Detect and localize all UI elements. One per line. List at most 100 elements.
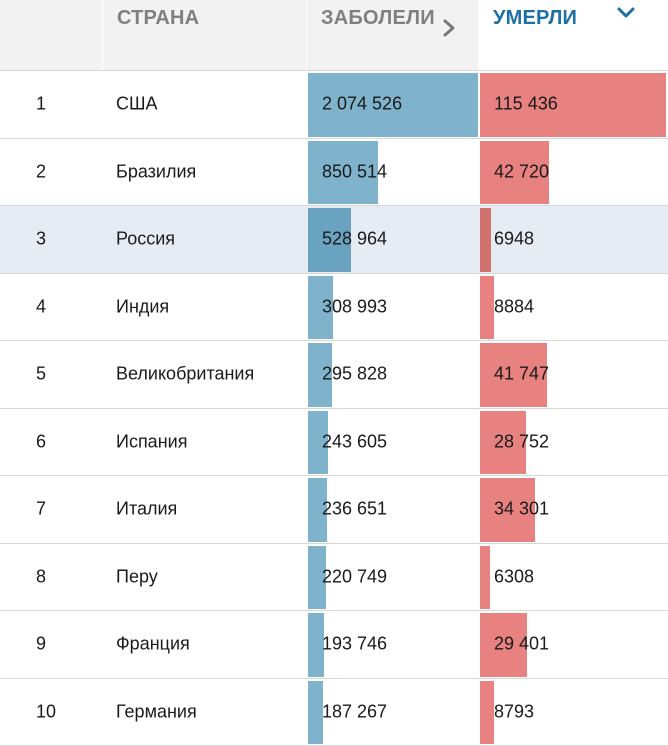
deaths-bar [480,276,494,340]
country-name: США [116,94,158,115]
rank-value: 10 [36,701,56,722]
country-cell: США [102,71,306,138]
table-row[interactable]: 3 Россия 528 964 6948 [0,206,668,274]
table-row[interactable]: 1 США 2 074 526 115 436 [0,71,668,139]
rank-value: 9 [36,634,46,655]
deaths-value: 6948 [494,229,534,250]
country-cell: Германия [102,679,306,746]
cases-cell: 850 514 [306,139,478,206]
rank-cell: 4 [0,274,102,341]
country-name: Испания [116,431,187,452]
deaths-bar [480,546,490,610]
country-cell: Перу [102,544,306,611]
header-rank [0,0,102,70]
header-country[interactable]: СТРАНА [102,0,306,70]
header-country-label: СТРАНА [117,4,199,32]
country-name: Франция [116,634,190,655]
country-cell: Бразилия [102,139,306,206]
country-name: Россия [116,229,175,250]
deaths-cell: 6308 [478,544,668,611]
chevron-right-icon[interactable] [442,18,456,38]
rank-cell: 8 [0,544,102,611]
header-deaths[interactable]: УМЕРЛИ [478,0,668,70]
cases-cell: 308 993 [306,274,478,341]
deaths-value: 8884 [494,296,534,317]
deaths-cell: 34 301 [478,476,668,543]
rank-value: 2 [36,161,46,182]
cases-value: 2 074 526 [322,94,402,115]
rank-value: 5 [36,364,46,385]
deaths-value: 42 720 [494,161,549,182]
cases-bar [308,681,323,745]
rank-value: 3 [36,229,46,250]
table-row[interactable]: 4 Индия 308 993 8884 [0,274,668,342]
deaths-cell: 115 436 [478,71,668,138]
deaths-cell: 29 401 [478,611,668,678]
country-name: Перу [116,566,158,587]
rank-cell: 9 [0,611,102,678]
table-row[interactable]: 5 Великобритания 295 828 41 747 [0,341,668,409]
country-cell: Франция [102,611,306,678]
deaths-value: 28 752 [494,431,549,452]
deaths-cell: 6948 [478,206,668,273]
rank-value: 8 [36,566,46,587]
chevron-down-icon[interactable] [617,6,635,20]
rank-cell: 3 [0,206,102,273]
rank-cell: 6 [0,409,102,476]
table-row[interactable]: 6 Испания 243 605 28 752 [0,409,668,477]
deaths-bar [480,208,491,272]
cases-value: 308 993 [322,296,387,317]
cases-cell: 2 074 526 [306,71,478,138]
header-cases[interactable]: ЗАБОЛЕЛИ [306,0,478,70]
cases-cell: 243 605 [306,409,478,476]
table-row[interactable]: 8 Перу 220 749 6308 [0,544,668,612]
rank-cell: 10 [0,679,102,746]
header-cases-label: ЗАБОЛЕЛИ [321,4,439,32]
table-row[interactable]: 10 Германия 187 267 8793 [0,679,668,746]
cases-cell: 295 828 [306,341,478,408]
deaths-value: 41 747 [494,364,549,385]
table-row[interactable]: 2 Бразилия 850 514 42 720 [0,139,668,207]
country-name: Великобритания [116,364,254,385]
cases-value: 187 267 [322,701,387,722]
cases-cell: 193 746 [306,611,478,678]
country-cell: Испания [102,409,306,476]
table-header: СТРАНА ЗАБОЛЕЛИ УМЕРЛИ [0,0,668,71]
cases-value: 243 605 [322,431,387,452]
deaths-value: 29 401 [494,634,549,655]
deaths-value: 34 301 [494,499,549,520]
deaths-value: 8793 [494,701,534,722]
cases-cell: 528 964 [306,206,478,273]
deaths-cell: 8793 [478,679,668,746]
table-row[interactable]: 9 Франция 193 746 29 401 [0,611,668,679]
cases-cell: 220 749 [306,544,478,611]
deaths-cell: 41 747 [478,341,668,408]
header-deaths-label: УМЕРЛИ [493,4,577,32]
cases-value: 220 749 [322,566,387,587]
country-cell: Индия [102,274,306,341]
country-name: Италия [116,499,177,520]
country-name: Индия [116,296,169,317]
cases-value: 295 828 [322,364,387,385]
rank-value: 6 [36,431,46,452]
deaths-cell: 28 752 [478,409,668,476]
rank-cell: 7 [0,476,102,543]
rank-cell: 1 [0,71,102,138]
country-name: Германия [116,701,197,722]
country-cell: Великобритания [102,341,306,408]
country-cell: Россия [102,206,306,273]
country-name: Бразилия [116,161,196,182]
cases-value: 850 514 [322,161,387,182]
country-cell: Италия [102,476,306,543]
deaths-value: 115 436 [494,94,558,115]
rank-cell: 2 [0,139,102,206]
rank-value: 1 [36,94,46,115]
cases-value: 528 964 [322,229,387,250]
cases-value: 193 746 [322,634,387,655]
deaths-value: 6308 [494,566,534,587]
rank-cell: 5 [0,341,102,408]
deaths-cell: 8884 [478,274,668,341]
deaths-cell: 42 720 [478,139,668,206]
